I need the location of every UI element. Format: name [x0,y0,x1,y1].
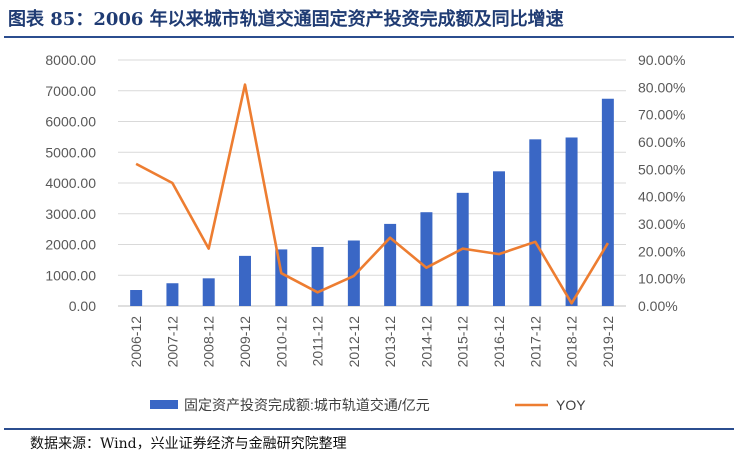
right-tick-label: 90.00% [638,52,685,68]
left-tick-label: 4000.00 [45,175,96,191]
x-tick-label: 2012-12 [346,316,362,368]
left-tick-label: 8000.00 [45,52,96,68]
right-tick-label: 70.00% [638,107,685,123]
x-tick-label: 2015-12 [455,316,471,368]
bar [239,255,251,306]
left-tick-label: 3000.00 [45,206,96,222]
right-tick-label: 50.00% [638,161,685,177]
x-tick-label: 2017-12 [527,316,543,368]
legend-swatch-bar [150,400,178,409]
left-tick-label: 0.00 [69,298,96,314]
right-axis-ticks: 0.00% 10.00% 20.00% 30.00% 40.00% 50.00% 60.00… [638,52,685,314]
bar [601,98,614,307]
bar [529,139,542,306]
legend-label-bar: 固定资产投资完成额:城市轨道交通/亿元 [184,397,430,413]
x-tick-label: 2007-12 [164,316,180,368]
right-tick-label: 80.00% [638,79,685,95]
bar [493,171,505,306]
grid-lines [118,59,626,307]
x-axis-ticks: 2006-12 2007-12 2008-12 2009-12 2010-12 2011-… [128,316,616,368]
bar [311,246,324,306]
bar [166,283,179,306]
bar [420,212,433,306]
bar [565,137,578,306]
x-tick-label: 2018-12 [564,316,580,368]
right-tick-label: 40.00% [638,189,685,205]
right-tick-label: 60.00% [638,134,685,150]
yoy-line [135,83,610,305]
bar [347,240,360,306]
chart-area: 0.00 1000.00 2000.00 3000.00 4000.00 5000.00 6… [45,52,685,413]
bar-series [130,98,614,307]
right-tick-label: 10.00% [638,271,685,287]
title-divider [4,36,734,38]
right-tick-label: 20.00% [638,243,685,259]
right-tick-label: 0.00% [638,298,678,314]
bar [275,249,288,306]
left-tick-label: 5000.00 [45,144,96,160]
bar [202,278,215,306]
chart-title: 图表 85：2006 年以来城市轨道交通固定资产投资完成额及同比增速 [8,9,564,30]
left-axis-ticks: 0.00 1000.00 2000.00 3000.00 4000.00 5000.00 6… [45,52,96,314]
x-tick-label: 2006-12 [128,316,144,368]
x-tick-label: 2013-12 [382,316,398,368]
x-tick-label: 2008-12 [201,316,217,368]
x-tick-label: 2016-12 [491,316,507,368]
line-series [135,83,610,305]
left-tick-label: 2000.00 [45,237,96,253]
bar [130,290,143,306]
x-tick-label: 2019-12 [600,316,616,368]
legend: 固定资产投资完成额:城市轨道交通/亿元 YOY [150,397,586,413]
source-note: 数据来源：Wind，兴业证券经济与金融研究院整理 [30,436,347,452]
x-tick-label: 2011-12 [310,316,326,367]
left-tick-label: 7000.00 [45,83,96,99]
left-tick-label: 6000.00 [45,114,96,130]
right-tick-label: 30.00% [638,216,685,232]
left-tick-label: 1000.00 [45,267,96,283]
source-divider [4,428,734,430]
x-tick-label: 2009-12 [237,316,253,368]
x-tick-label: 2014-12 [418,316,434,368]
legend-label-line: YOY [556,397,586,413]
x-tick-label: 2010-12 [273,316,289,368]
bar [384,223,397,306]
